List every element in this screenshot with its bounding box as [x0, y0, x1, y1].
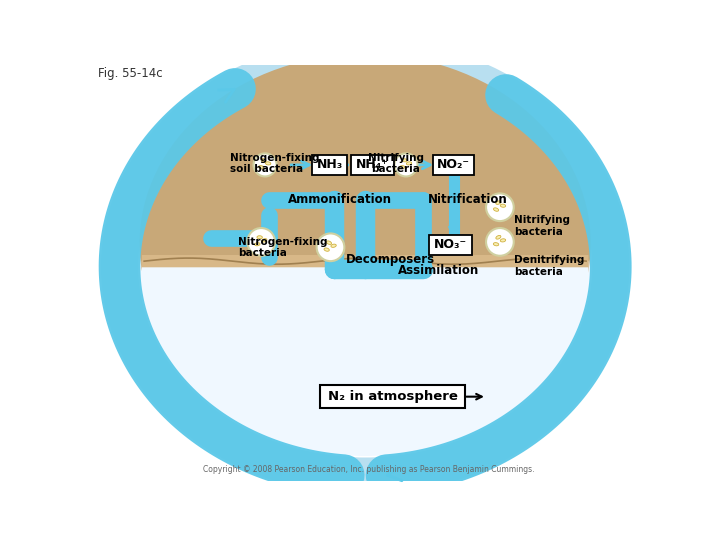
Ellipse shape: [257, 236, 262, 239]
Text: Nitrifying
bacteria: Nitrifying bacteria: [514, 215, 570, 237]
Text: Nitrogen-fixing
soil bacteria: Nitrogen-fixing soil bacteria: [230, 153, 320, 174]
Ellipse shape: [255, 242, 260, 246]
Ellipse shape: [400, 166, 405, 169]
Ellipse shape: [500, 239, 505, 242]
Text: Ammonification: Ammonification: [288, 193, 392, 206]
Ellipse shape: [261, 239, 267, 242]
Ellipse shape: [496, 201, 501, 204]
Ellipse shape: [406, 162, 412, 165]
Ellipse shape: [331, 244, 336, 247]
Circle shape: [253, 153, 276, 177]
Ellipse shape: [496, 235, 501, 239]
FancyBboxPatch shape: [351, 155, 394, 175]
FancyBboxPatch shape: [320, 385, 465, 408]
Circle shape: [486, 228, 514, 256]
Text: NO₂⁻: NO₂⁻: [437, 158, 470, 171]
Circle shape: [395, 153, 418, 177]
Circle shape: [486, 193, 514, 221]
Ellipse shape: [324, 248, 329, 251]
FancyBboxPatch shape: [429, 235, 472, 255]
Text: Denitrifying
bacteria: Denitrifying bacteria: [514, 255, 584, 276]
Ellipse shape: [402, 159, 407, 162]
Text: Assimilation: Assimilation: [398, 264, 480, 276]
FancyBboxPatch shape: [312, 155, 348, 175]
Ellipse shape: [261, 159, 266, 162]
Ellipse shape: [326, 241, 331, 245]
Circle shape: [317, 233, 344, 261]
FancyBboxPatch shape: [433, 155, 474, 175]
Text: NO₃⁻: NO₃⁻: [434, 239, 467, 252]
Polygon shape: [142, 261, 588, 455]
Text: Nitrogen-fixing
bacteria: Nitrogen-fixing bacteria: [238, 237, 328, 258]
Ellipse shape: [138, 76, 593, 457]
Text: NH₃: NH₃: [317, 158, 343, 171]
Ellipse shape: [101, 39, 629, 495]
Ellipse shape: [493, 208, 499, 211]
Ellipse shape: [500, 204, 505, 207]
Text: Decomposers: Decomposers: [346, 253, 435, 266]
FancyBboxPatch shape: [142, 255, 588, 267]
Ellipse shape: [266, 162, 271, 165]
Ellipse shape: [140, 54, 590, 433]
Ellipse shape: [493, 242, 499, 246]
Text: N₂ in atmosphere: N₂ in atmosphere: [328, 390, 457, 403]
Text: Copyright © 2008 Pearson Education, Inc. publishing as Pearson Benjamin Cummings: Copyright © 2008 Pearson Education, Inc.…: [203, 465, 535, 475]
Ellipse shape: [140, 77, 590, 456]
Text: Nitrification: Nitrification: [428, 193, 508, 206]
Circle shape: [248, 228, 275, 256]
Text: NH₄⁺: NH₄⁺: [356, 158, 389, 171]
Ellipse shape: [258, 166, 264, 169]
Text: Nitrifying
bacteria: Nitrifying bacteria: [368, 153, 424, 174]
Text: Fig. 55-14c: Fig. 55-14c: [98, 67, 163, 80]
